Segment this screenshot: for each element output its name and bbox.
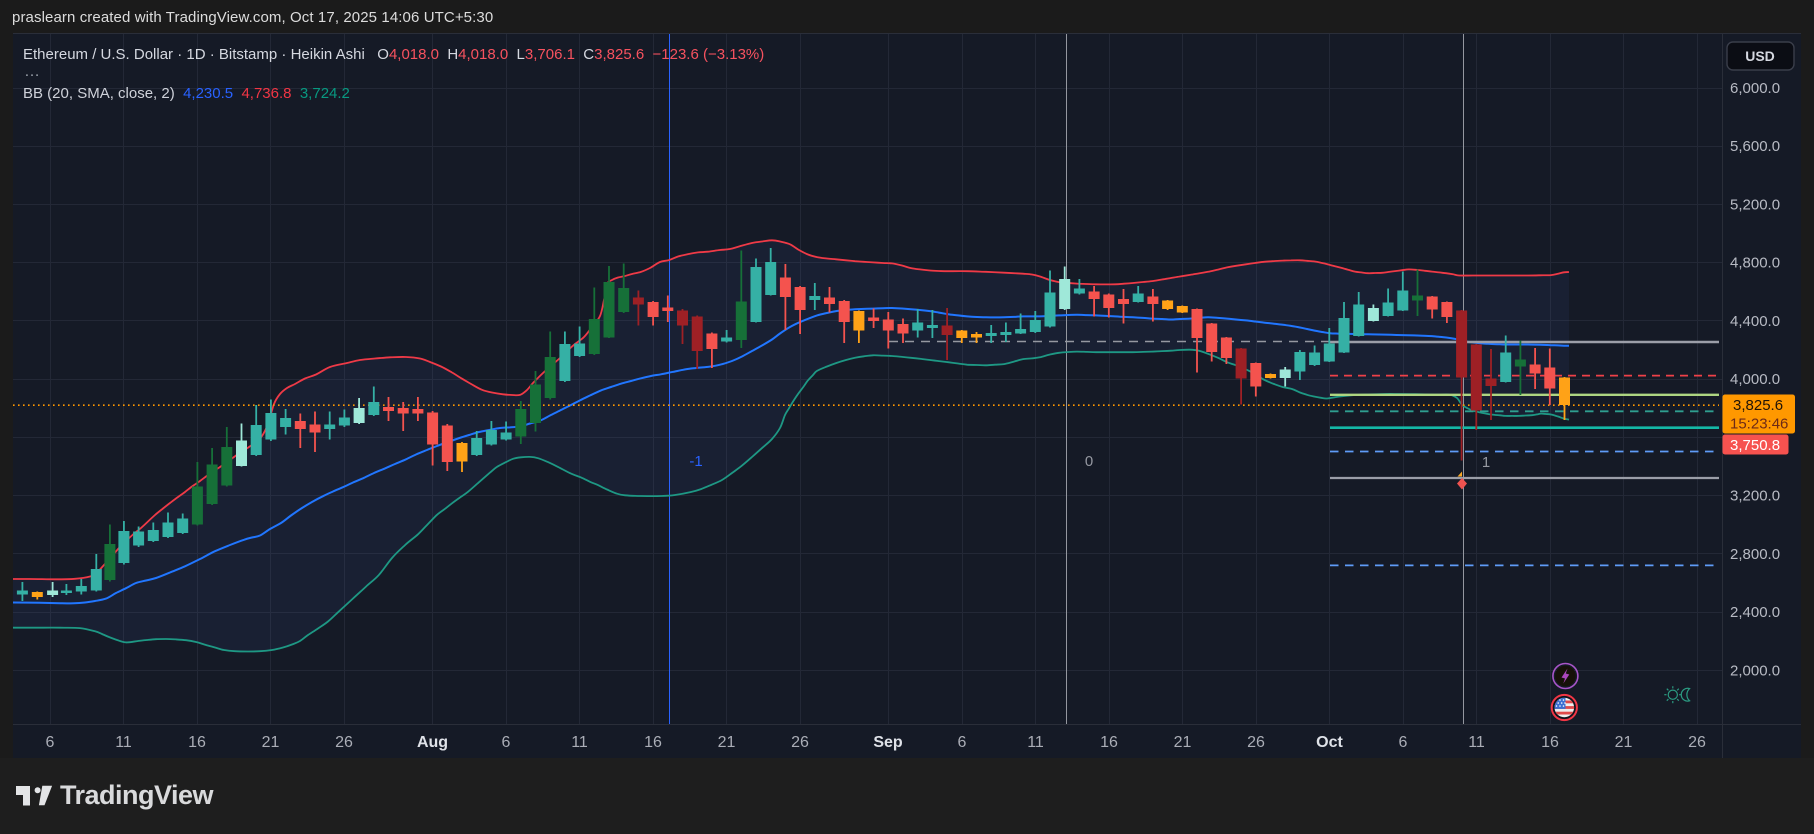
svg-text:0: 0 (1085, 453, 1093, 470)
svg-text:16: 16 (1541, 734, 1559, 751)
svg-text:3,200.0: 3,200.0 (1730, 488, 1780, 505)
svg-text:26: 26 (335, 734, 353, 751)
svg-text:21: 21 (718, 734, 736, 751)
svg-text:-1: -1 (689, 453, 702, 470)
svg-text:26: 26 (791, 734, 809, 751)
svg-text:6: 6 (502, 734, 511, 751)
svg-text:6: 6 (1399, 734, 1408, 751)
svg-text:26: 26 (1247, 734, 1265, 751)
svg-text:4,800.0: 4,800.0 (1730, 255, 1780, 272)
svg-text:16: 16 (644, 734, 662, 751)
svg-text:11: 11 (115, 734, 132, 751)
svg-text:26: 26 (1688, 734, 1706, 751)
svg-text:21: 21 (262, 734, 280, 751)
svg-text:15:23:46: 15:23:46 (1730, 416, 1788, 433)
svg-text:16: 16 (188, 734, 206, 751)
svg-text:2,000.0: 2,000.0 (1730, 662, 1780, 679)
svg-text:6: 6 (958, 734, 967, 751)
svg-text:Sep: Sep (873, 734, 903, 751)
svg-text:2,400.0: 2,400.0 (1730, 604, 1780, 621)
svg-text:5,200.0: 5,200.0 (1730, 197, 1780, 214)
svg-text:6,000.0: 6,000.0 (1730, 80, 1780, 97)
svg-text:16: 16 (1100, 734, 1118, 751)
svg-text:11: 11 (1027, 734, 1044, 751)
svg-text:3,750.8: 3,750.8 (1730, 437, 1780, 454)
svg-text:5,600.0: 5,600.0 (1730, 138, 1780, 155)
svg-text:4,400.0: 4,400.0 (1730, 313, 1780, 330)
svg-text:11: 11 (1468, 734, 1485, 751)
svg-text:1: 1 (1482, 454, 1490, 471)
svg-text:Oct: Oct (1316, 734, 1343, 751)
svg-text:3,825.6: 3,825.6 (1733, 397, 1783, 414)
svg-text:6: 6 (46, 734, 55, 751)
svg-text:11: 11 (571, 734, 588, 751)
svg-text:2,800.0: 2,800.0 (1730, 546, 1780, 563)
svg-text:21: 21 (1615, 734, 1633, 751)
svg-text:Aug: Aug (417, 734, 448, 751)
svg-text:4,000.0: 4,000.0 (1730, 371, 1780, 388)
svg-text:USD: USD (1745, 48, 1775, 64)
svg-text:21: 21 (1174, 734, 1192, 751)
